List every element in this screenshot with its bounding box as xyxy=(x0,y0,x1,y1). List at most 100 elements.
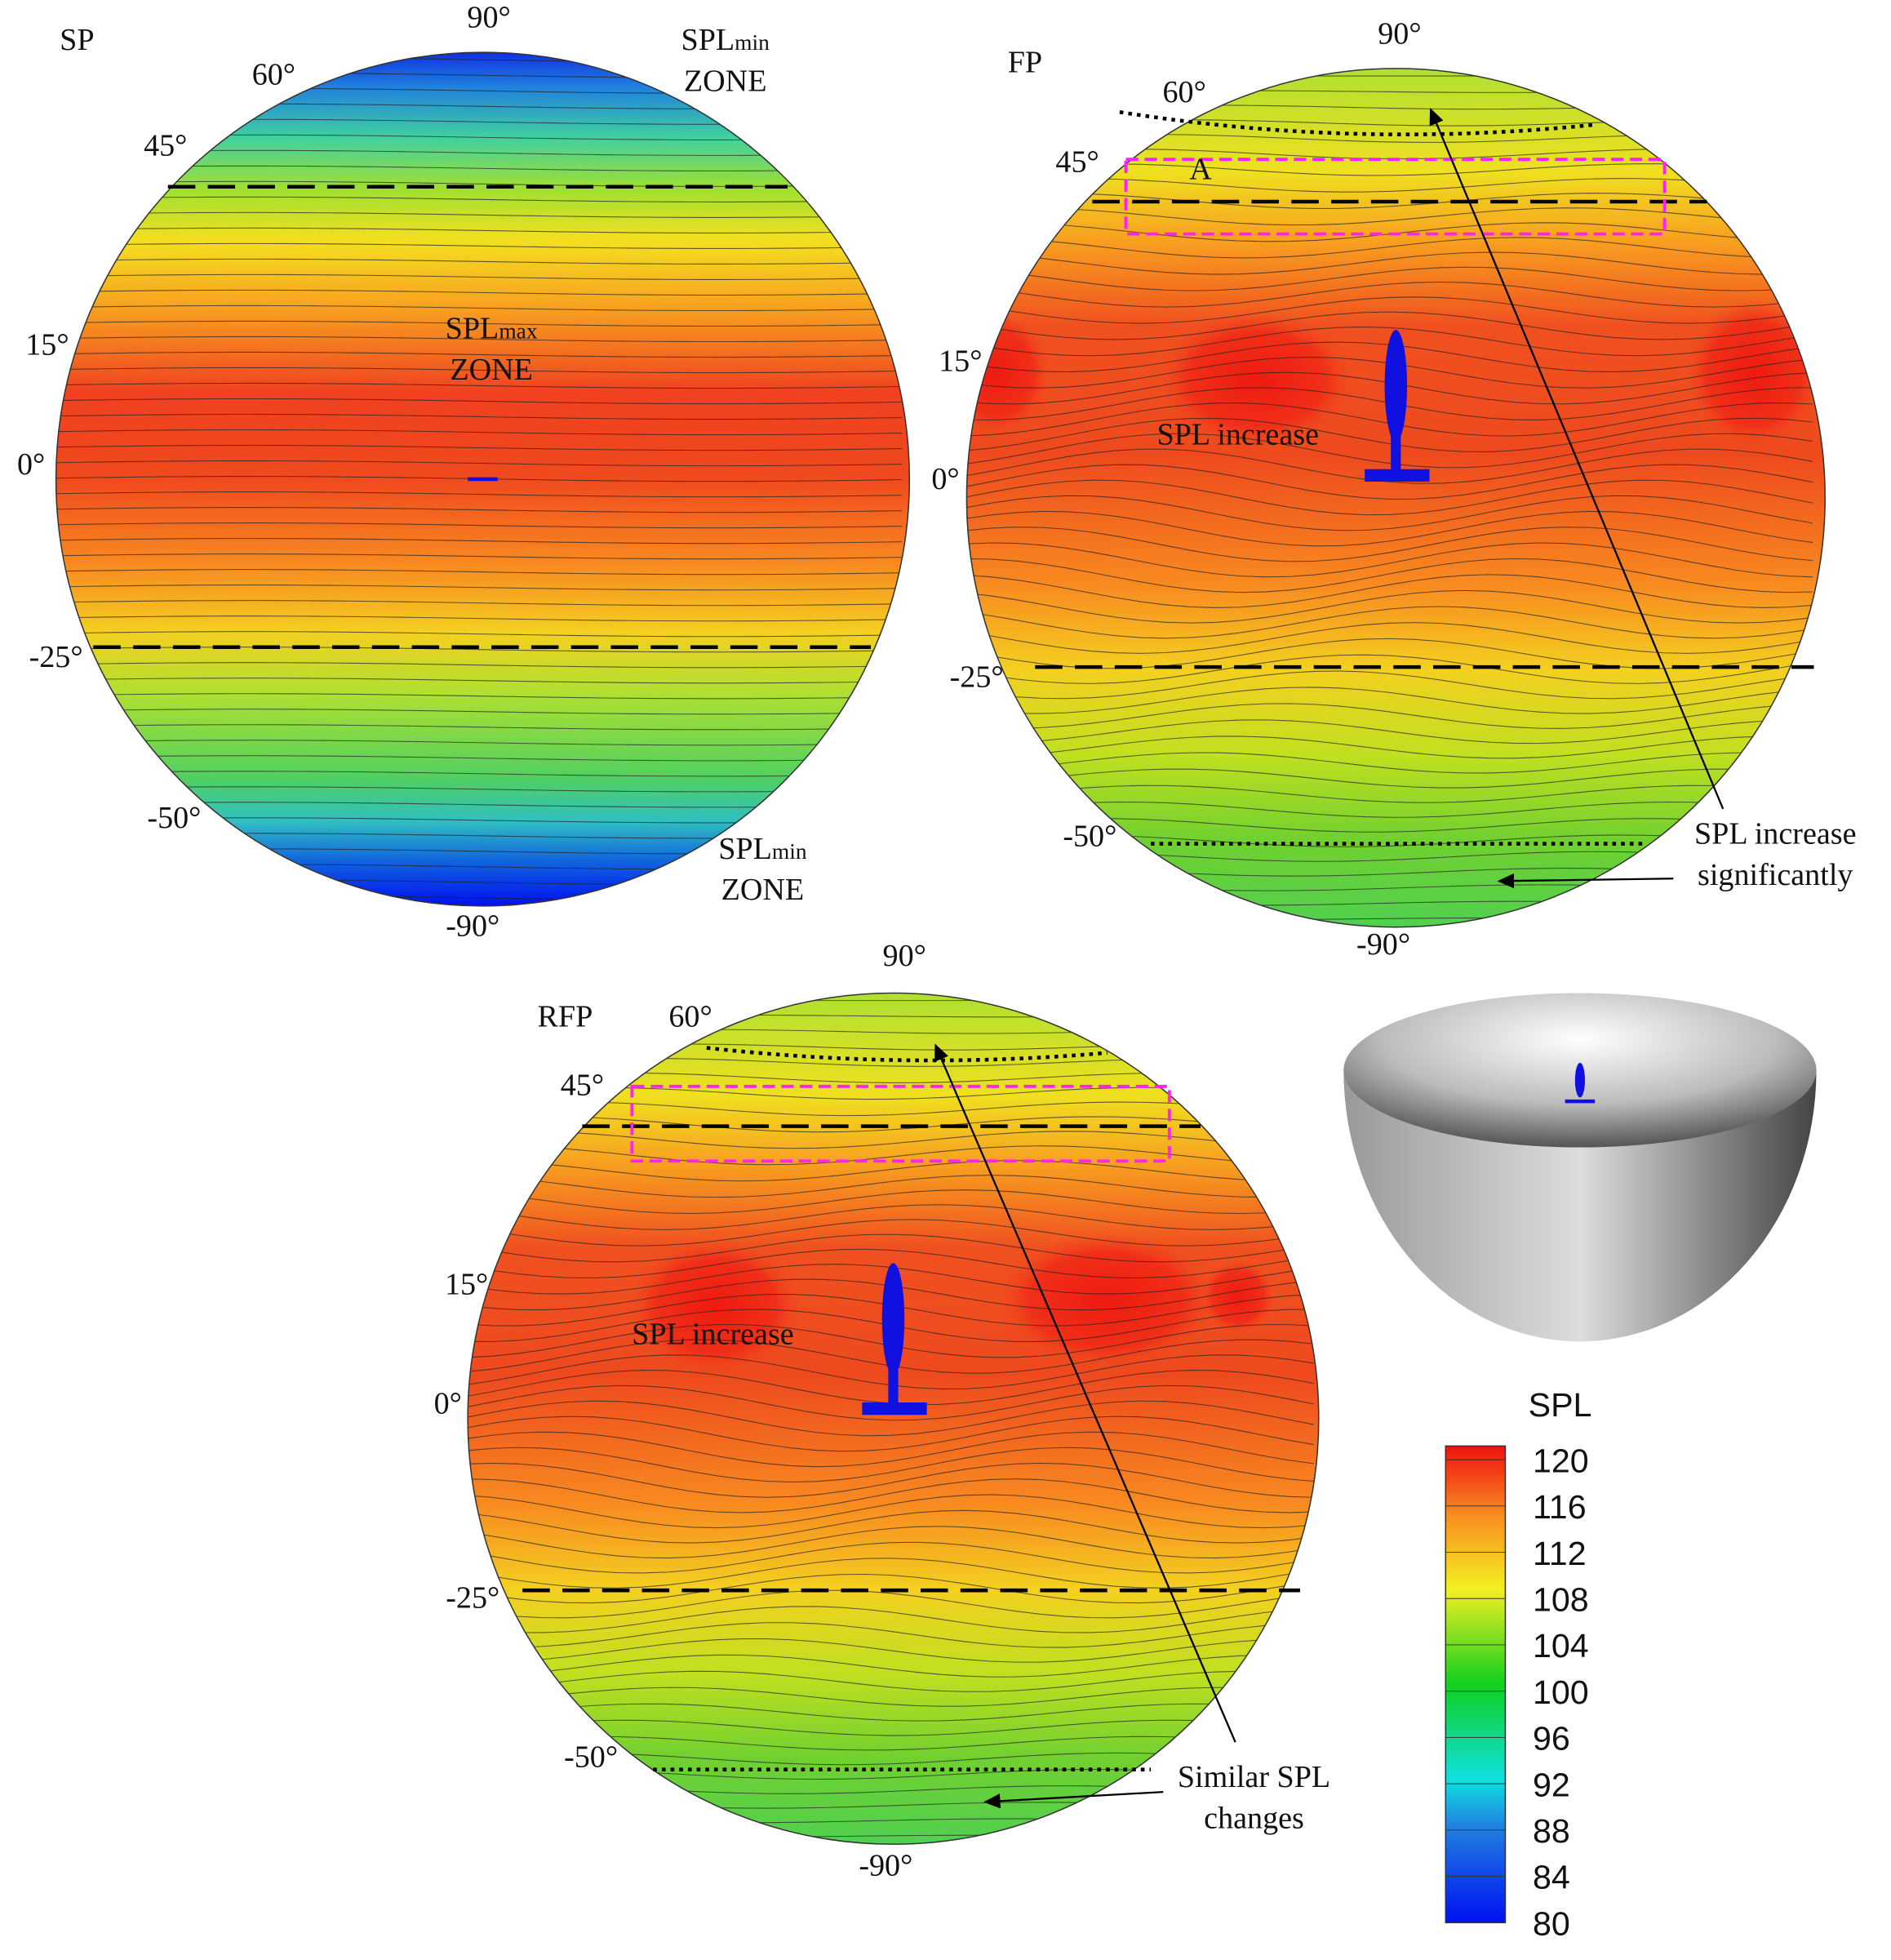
colorbar-label: 92 xyxy=(1533,1766,1570,1803)
contour-line xyxy=(55,429,903,436)
contour-line xyxy=(468,1478,1314,1513)
annotation: ZONE xyxy=(450,353,533,387)
contour-line xyxy=(468,1219,1314,1247)
propeller xyxy=(1384,330,1408,442)
arrow xyxy=(983,1790,1164,1809)
angle-label: -50° xyxy=(1063,820,1116,854)
contour-line xyxy=(966,654,1813,684)
contour-line xyxy=(468,1233,1314,1263)
contour-line xyxy=(468,1416,1314,1452)
angle-label: 15° xyxy=(25,328,69,362)
contour-line xyxy=(966,357,1813,389)
contour-line xyxy=(468,1462,1314,1498)
contour-line xyxy=(966,574,1813,608)
contour-line xyxy=(966,296,1813,324)
colorbar-label: 80 xyxy=(1533,1904,1570,1942)
propeller xyxy=(1365,469,1430,482)
panel-label: FP xyxy=(1008,45,1042,79)
red-zone xyxy=(995,1232,1219,1369)
red-zone xyxy=(1156,311,1356,448)
highlight-box xyxy=(630,1084,1171,1163)
propeller-small xyxy=(1574,1062,1586,1098)
contour-line xyxy=(55,631,903,638)
contour-line xyxy=(55,336,903,343)
colorbar-label: 116 xyxy=(1533,1488,1587,1526)
contour-line xyxy=(468,1447,1314,1483)
contour-line xyxy=(468,1339,1314,1374)
red-zone xyxy=(628,1238,803,1376)
colorbar-label: 112 xyxy=(1533,1535,1587,1572)
annotation: SPL increase xyxy=(632,1317,794,1351)
contour-line xyxy=(468,1354,1314,1389)
contour-line xyxy=(55,413,903,420)
contour-line xyxy=(966,341,1813,373)
contour-line xyxy=(468,1703,1314,1722)
contour-line xyxy=(966,387,1813,421)
annotation: SPLmax xyxy=(446,312,538,346)
angle-label: 0° xyxy=(17,447,45,482)
contour-line xyxy=(55,755,903,762)
angle-label: 60° xyxy=(252,58,295,92)
propeller xyxy=(862,1402,927,1416)
annotation-sub: max xyxy=(499,319,538,344)
contour-line xyxy=(966,402,1813,437)
contour-line xyxy=(966,527,1813,562)
contour-line xyxy=(468,1606,1314,1633)
sphere-outline xyxy=(55,51,911,907)
contour-line xyxy=(966,784,1813,803)
panel-label: SP xyxy=(60,23,94,57)
propeller xyxy=(888,1368,899,1407)
annotation: significantly xyxy=(1698,858,1853,892)
contour-line xyxy=(55,522,903,529)
colorbar-label: 88 xyxy=(1533,1812,1570,1850)
contour-line xyxy=(55,678,903,684)
angle-label: -50° xyxy=(147,801,201,835)
highlight-box xyxy=(1124,158,1667,236)
contour-line xyxy=(55,616,903,622)
contour-line xyxy=(966,542,1813,578)
contour-line xyxy=(55,476,903,482)
arrow xyxy=(934,1043,1236,1743)
contour-line xyxy=(468,1573,1314,1604)
angle-label: 60° xyxy=(1163,75,1206,109)
contour-line xyxy=(55,460,903,467)
annotation-main: SPL xyxy=(718,832,772,866)
contour-line xyxy=(55,740,903,746)
angle-label: 15° xyxy=(939,344,982,378)
contour-line xyxy=(468,1384,1314,1421)
angle-label: 90° xyxy=(467,1,510,35)
contour-line xyxy=(468,1264,1314,1295)
contour-line xyxy=(468,1309,1314,1343)
red-zone xyxy=(1200,1259,1276,1335)
red-zone xyxy=(1685,298,1823,448)
contour-line xyxy=(468,1622,1314,1648)
angle-label: -90° xyxy=(446,909,499,943)
arrow xyxy=(1429,108,1725,810)
contour-line xyxy=(55,709,903,715)
colorbar-label: 100 xyxy=(1533,1673,1589,1711)
contour-line xyxy=(55,211,903,218)
contour-line xyxy=(966,670,1813,700)
colorbar-title: SPL xyxy=(1529,1386,1592,1424)
contour-line xyxy=(468,1654,1314,1678)
contour-line xyxy=(966,589,1813,624)
contour-line xyxy=(468,1278,1314,1311)
contour-line xyxy=(966,281,1813,308)
contour-line xyxy=(468,1400,1314,1437)
angle-label: 45° xyxy=(1055,144,1099,179)
contour-line xyxy=(55,600,903,607)
contour-line xyxy=(468,1526,1314,1559)
angle-label: 45° xyxy=(561,1069,604,1103)
annotation: SPLmin xyxy=(681,23,770,57)
contour-line xyxy=(966,266,1813,291)
contour-line xyxy=(55,538,903,544)
propeller xyxy=(881,1263,905,1376)
hemisphere xyxy=(1343,1070,1817,1342)
angle-label: -50° xyxy=(564,1740,618,1775)
sphere-outline xyxy=(467,992,1320,1845)
sphere-outline xyxy=(965,68,1826,928)
annotation: A xyxy=(1189,153,1212,187)
contour-line xyxy=(55,724,903,731)
contour-line xyxy=(966,622,1813,654)
